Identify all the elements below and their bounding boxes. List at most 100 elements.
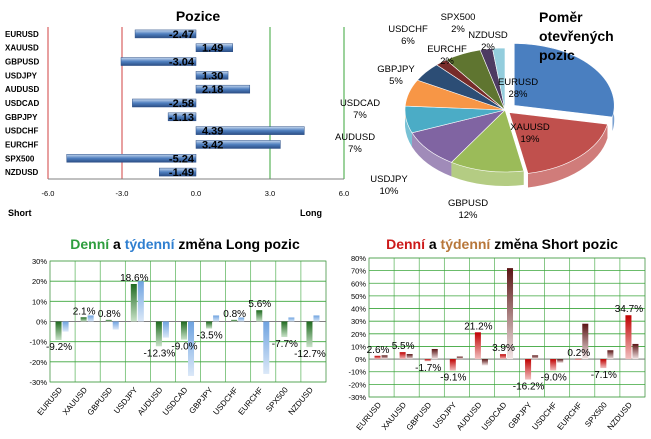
bar-weekly-gbpusd <box>112 321 119 330</box>
position-category-spx500: SPX500 <box>5 154 35 163</box>
bar-daily-xauusd <box>399 352 406 360</box>
share-pie-labels: EURUSD 28% XAUUSD 19% GBPUSD 12% USDJPY 10% AUDU… <box>335 12 550 221</box>
bar-daily-usdcad <box>499 354 506 360</box>
data-label-nzdusd: -12.7% <box>294 349 326 360</box>
position-category-audusd: AUDUSD <box>5 85 39 94</box>
category-label-audusd: AUDUSD <box>136 385 165 417</box>
positions-x-ticks: -6.0 -3.0 0.0 3.0 6.0 <box>42 189 350 198</box>
category-label-gbpusd: GBPUSD <box>86 385 115 417</box>
long-change-panel: Denní a týdenní změna Long pozic 30% 20% 1… <box>29 236 327 417</box>
data-label-xauusd: 5.5% <box>392 341 415 352</box>
pie-label-gbpusd: GBPUSD 12% <box>448 198 488 221</box>
y-tick-label: 70% <box>351 267 366 276</box>
position-category-usdchf: USDCHF <box>5 127 38 136</box>
short-change-data-labels: 2.6% 5.5%-1.7%-9.1% 21.2%3.9% -16.2%-9.0% 0.… <box>367 304 644 392</box>
y-tick-label: -20% <box>29 358 47 367</box>
category-label-spx500: SPX500 <box>264 385 290 414</box>
long-label: Long <box>300 208 322 218</box>
data-label-eurchf: 0.2% <box>567 348 590 359</box>
y-tick-label: 50% <box>351 292 366 301</box>
category-label-eurusd: EURUSD <box>354 400 383 432</box>
bar-weekly-audusd <box>481 359 488 366</box>
position-category-usdjpy: USDJPY <box>5 71 38 80</box>
pie-label-audusd: AUDUSD 7% <box>335 132 375 155</box>
bar-weekly-gbpjpy <box>532 355 539 360</box>
data-label-usdchf: 0.8% <box>223 309 246 320</box>
position-bar-usdjpy <box>195 71 229 80</box>
bar-weekly-usdcad <box>188 321 195 376</box>
position-value-usdchf: 4.39 <box>202 126 223 138</box>
position-x-tick: 3.0 <box>265 189 275 198</box>
bar-daily-gbpusd <box>105 319 112 322</box>
position-category-gbpusd: GBPUSD <box>5 58 39 67</box>
position-category-eurchf: EURCHF <box>5 140 38 149</box>
data-label-spx500: -7.7% <box>272 339 298 350</box>
data-label-gbpjpy: -16.2% <box>513 382 545 393</box>
bar-weekly-usdjpy <box>137 281 144 322</box>
bar-daily-usdjpy <box>449 359 456 371</box>
pie-label-spx500: SPX500 2% <box>441 12 476 35</box>
data-label-gbpusd: 0.8% <box>98 309 121 320</box>
position-value-xauusd: 1.49 <box>202 43 223 55</box>
data-label-usdchf: -9.0% <box>541 372 567 383</box>
pie-label-nzdusd: NZDUSD 2% <box>468 30 508 53</box>
bar-weekly-usdchf <box>557 359 564 363</box>
y-tick-label: 40% <box>351 305 366 314</box>
position-value-gbpjpy: -1.13 <box>169 112 194 124</box>
pie-label-usdjpy: USDJPY 10% <box>370 174 408 197</box>
category-label-usdcad: USDCAD <box>480 400 509 432</box>
short-change-bars <box>374 268 639 380</box>
data-label-usdjpy: -9.1% <box>440 373 466 384</box>
bar-daily-xauusd <box>80 317 87 322</box>
bar-weekly-usdchf <box>238 317 245 322</box>
y-tick-label: -20% <box>348 380 366 389</box>
share-title-line-3: pozic <box>539 47 575 63</box>
pie-label-usdcad: USDCAD 7% <box>340 98 380 121</box>
bar-weekly-nzdusd <box>313 315 320 322</box>
long-change-bars <box>55 281 320 376</box>
bar-weekly-gbpjpy <box>213 315 220 322</box>
share-title-line-1: Poměr <box>539 9 583 25</box>
bar-daily-spx500 <box>281 321 288 338</box>
pie-label-usdchf: USDCHF 6% <box>388 24 428 47</box>
y-tick-label: 10% <box>351 342 366 351</box>
position-bar-eurusd <box>134 29 197 39</box>
bar-daily-usdchf <box>231 319 238 322</box>
bar-daily-gbpjpy <box>206 321 213 329</box>
pie-side-xauusd <box>527 124 608 188</box>
category-label-eurchf: EURCHF <box>236 385 264 416</box>
bar-weekly-xauusd <box>87 315 94 322</box>
data-label-xauusd: 2.1% <box>73 306 96 317</box>
position-value-nzdusd: -1.49 <box>169 167 194 179</box>
bar-daily-gbpjpy <box>525 359 532 380</box>
position-category-usdcad: USDCAD <box>5 99 39 108</box>
category-label-eurchf: EURCHF <box>555 400 583 431</box>
bar-daily-eurusd <box>55 321 62 341</box>
pie-slice-xauusd <box>508 112 608 174</box>
y-tick-label: 10% <box>32 297 47 306</box>
y-tick-label: -10% <box>348 368 366 377</box>
position-x-tick: 0.0 <box>191 189 201 198</box>
bar-weekly-gbpusd <box>431 348 438 360</box>
category-label-eurusd: EURUSD <box>35 385 64 417</box>
pie-label-eurusd: EURUSD 28% <box>498 77 538 100</box>
bar-daily-usdchf <box>550 359 557 371</box>
bar-daily-spx500 <box>600 359 607 369</box>
data-label-gbpjpy: -3.5% <box>197 331 223 342</box>
bar-weekly-nzdusd <box>632 343 639 360</box>
positions-bars: -2.47 1.49 -3.04 1.30 2.18 -2.58 -1.13 4.393.42… <box>66 29 305 179</box>
bar-daily-gbpusd <box>424 359 431 362</box>
y-tick-label: 20% <box>351 330 366 339</box>
y-tick-label: 20% <box>32 277 47 286</box>
data-label-spx500: -7.1% <box>591 370 617 381</box>
y-tick-label: 0% <box>355 355 366 364</box>
bar-daily-usdjpy <box>130 283 137 322</box>
position-bar-eurchf <box>195 140 281 149</box>
bar-daily-audusd <box>474 332 481 360</box>
positions-title: Pozice <box>176 8 221 24</box>
pie-label-xauusd: XAUUSD 19% <box>510 122 550 145</box>
bar-weekly-usdjpy <box>456 356 463 360</box>
long-change-title: Denní a týdenní změna Long pozic <box>70 236 300 252</box>
position-value-spx500: -5.24 <box>169 153 195 165</box>
y-tick-label: -10% <box>29 338 47 347</box>
